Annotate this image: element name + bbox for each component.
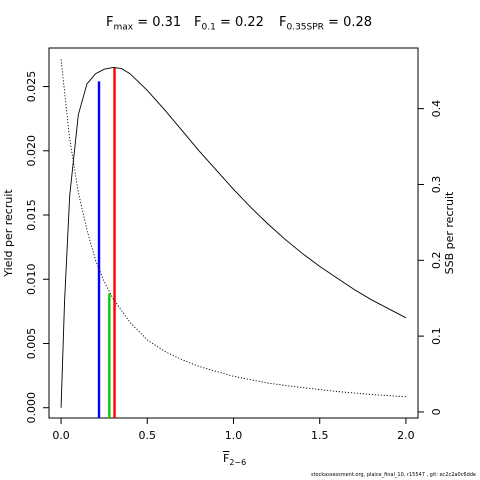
x-axis-label: F2−6 bbox=[223, 452, 247, 468]
y-left-tick-label: 0.005 bbox=[25, 328, 38, 360]
y-right-tick-label: 0.2 bbox=[430, 252, 443, 270]
y-left-tick-label: 0.020 bbox=[25, 135, 38, 167]
x-tick-label: 0.0 bbox=[52, 429, 70, 442]
y-right-tick-label: 0.4 bbox=[430, 100, 443, 118]
y-right-tick-label: 0.3 bbox=[430, 176, 443, 194]
y-left-tick-label: 0.025 bbox=[25, 71, 38, 103]
y-right-axis-label: SSB per recruit bbox=[443, 191, 456, 274]
x-tick-label: 0.5 bbox=[139, 429, 157, 442]
x-tick-label: 1.5 bbox=[311, 429, 329, 442]
ypr-curve bbox=[60, 67, 407, 408]
ssb-curve bbox=[60, 59, 406, 398]
title-fmax: Fmax = 0.31 bbox=[106, 15, 182, 33]
title-f01: F0.1 = 0.22 bbox=[194, 15, 264, 33]
y-left-axis-label: Yield per recruit bbox=[2, 189, 15, 278]
y-right-tick-label: 0 bbox=[430, 408, 443, 415]
footer-note: stockassessment.org, plaice_final_10, r1… bbox=[310, 472, 476, 478]
y-left-tick-label: 0.000 bbox=[25, 392, 38, 424]
y-left-tick-label: 0.015 bbox=[25, 199, 38, 231]
x-tick-label: 2.0 bbox=[397, 429, 415, 442]
y-right-tick-label: 0.1 bbox=[430, 327, 443, 345]
x-tick-label: 1.0 bbox=[225, 429, 243, 442]
plot-frame bbox=[48, 47, 419, 419]
y-left-tick-label: 0.010 bbox=[25, 264, 38, 296]
title-f035spr: F0.35SPR = 0.28 bbox=[279, 15, 373, 33]
